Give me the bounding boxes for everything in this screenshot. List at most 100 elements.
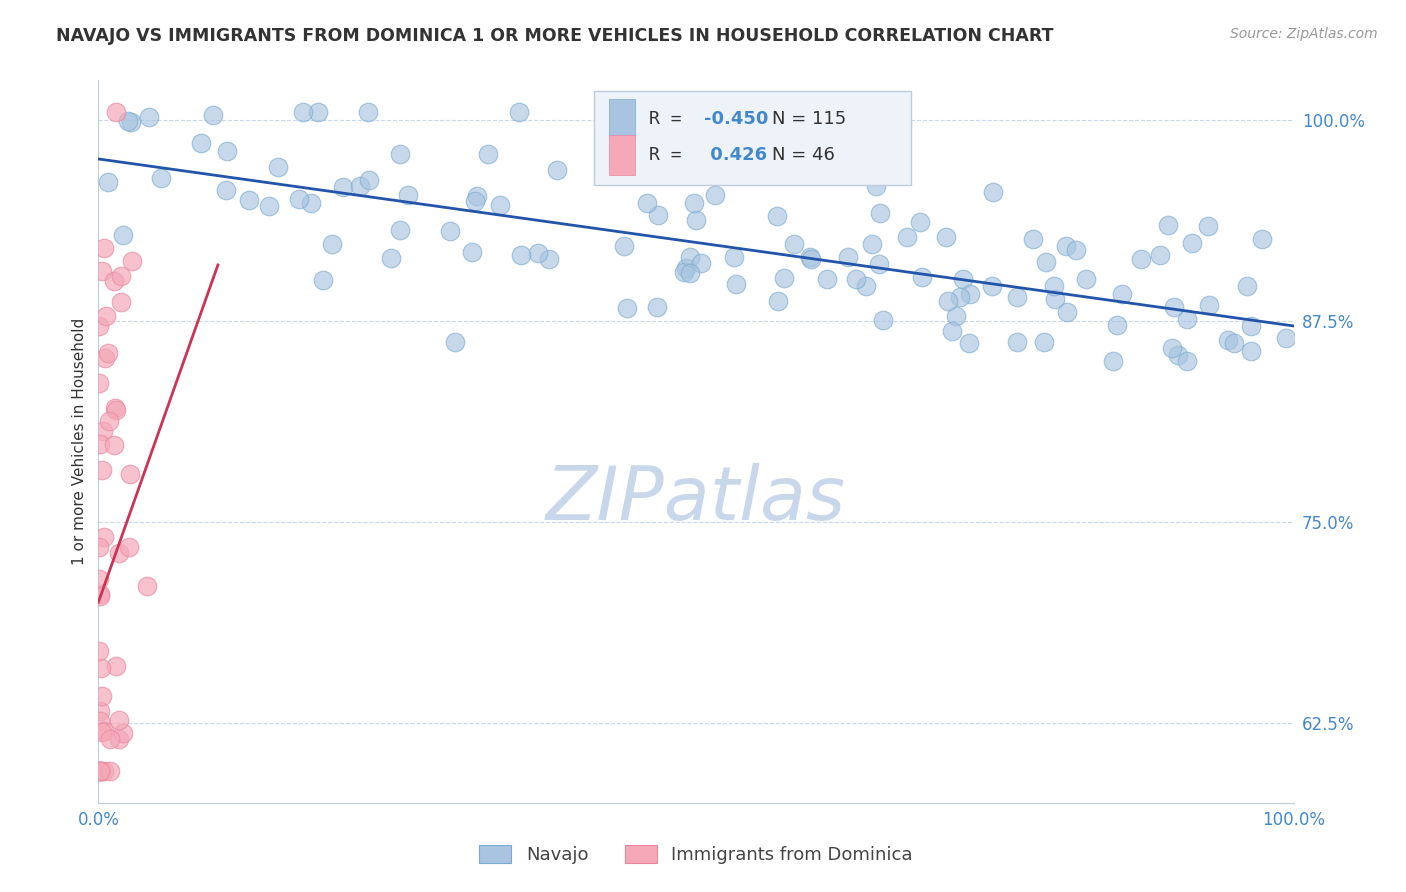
Point [766, 209, 789, 223]
Point [949, 290, 972, 304]
Point [1035, 255, 1057, 269]
Point [538, 252, 561, 267]
Point [89, 587, 111, 601]
Point [107, 713, 129, 727]
Point [465, 189, 488, 203]
Point [489, 197, 512, 211]
Text: R =: R = [650, 110, 693, 128]
Point [616, 301, 638, 315]
Point [357, 105, 380, 120]
Point [104, 403, 127, 417]
Point [90, 463, 112, 477]
Point [190, 136, 212, 150]
Point [120, 115, 142, 129]
Point [112, 726, 135, 740]
Text: ZIPatlas: ZIPatlas [546, 463, 846, 535]
Point [89, 764, 111, 778]
Point [959, 286, 981, 301]
FancyBboxPatch shape [595, 91, 911, 185]
Point [461, 244, 484, 259]
Point [723, 250, 745, 264]
Point [312, 272, 335, 286]
Point [941, 324, 963, 338]
Point [94, 309, 117, 323]
Point [645, 300, 668, 314]
Point [90, 689, 112, 703]
Text: R =: R = [650, 145, 693, 164]
Point [1240, 319, 1263, 334]
Point [1181, 235, 1204, 250]
Point [868, 257, 890, 271]
Bar [609, 135, 636, 175]
Text: Source: ZipAtlas.com: Source: ZipAtlas.com [1230, 27, 1378, 41]
Point [120, 467, 142, 482]
Point [104, 401, 127, 415]
Point [110, 295, 132, 310]
Point [108, 546, 131, 560]
Point [307, 105, 329, 120]
Point [108, 732, 131, 747]
Point [94, 351, 117, 365]
Point [89, 644, 111, 658]
Point [87, 540, 110, 554]
Point [1032, 335, 1054, 350]
Point [96, 345, 118, 359]
Point [508, 105, 530, 120]
Point [872, 312, 894, 326]
Point [1129, 252, 1152, 266]
Point [87, 318, 110, 333]
Point [1066, 243, 1088, 257]
Point [815, 272, 838, 286]
Point [332, 180, 354, 194]
Point [110, 268, 132, 283]
Point [1240, 343, 1263, 358]
Point [238, 193, 260, 207]
Point [444, 335, 467, 350]
Point [202, 108, 225, 122]
Point [93, 530, 115, 544]
Point [138, 110, 160, 124]
Legend: Navajo, Immigrants from Dominica: Navajo, Immigrants from Dominica [470, 836, 922, 873]
Point [957, 336, 980, 351]
Point [477, 147, 499, 161]
Point [1056, 305, 1078, 319]
Point [103, 438, 125, 452]
Point [1275, 331, 1298, 345]
Text: 0.426: 0.426 [704, 145, 768, 164]
Point [89, 764, 111, 778]
Point [90, 764, 112, 778]
Point [1222, 335, 1244, 350]
Point [359, 173, 381, 187]
Point [636, 196, 658, 211]
Point [349, 179, 371, 194]
Point [1175, 312, 1198, 326]
Point [389, 222, 412, 236]
Point [439, 224, 461, 238]
Y-axis label: 1 or more Vehicles in Household: 1 or more Vehicles in Household [72, 318, 87, 566]
Point [1160, 341, 1182, 355]
Point [93, 241, 115, 255]
Point [1111, 286, 1133, 301]
Point [1163, 300, 1185, 314]
Point [685, 212, 707, 227]
Point [869, 206, 891, 220]
Point [104, 659, 127, 673]
Point [935, 230, 957, 244]
Point [1197, 219, 1219, 234]
Point [526, 246, 548, 260]
Point [89, 704, 111, 718]
Point [98, 764, 121, 778]
Point [945, 309, 967, 323]
Point [1005, 334, 1028, 349]
Point [911, 270, 934, 285]
Point [97, 175, 120, 189]
Point [267, 161, 290, 175]
Point [1101, 354, 1123, 368]
Point [259, 199, 281, 213]
Point [782, 236, 804, 251]
Point [93, 724, 115, 739]
Point [1167, 348, 1189, 362]
Bar [609, 99, 636, 138]
Point [1250, 232, 1272, 246]
Point [865, 179, 887, 194]
